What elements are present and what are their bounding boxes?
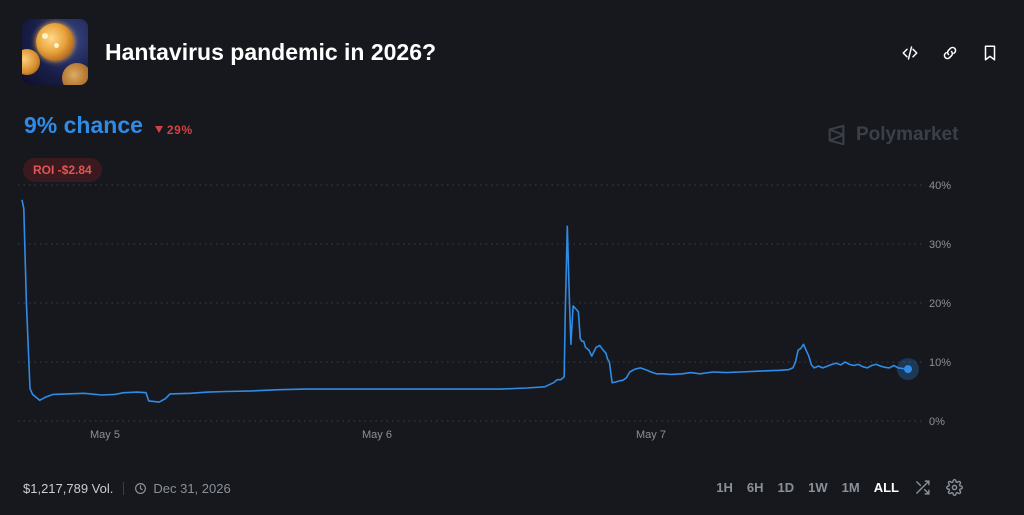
- odds-row: 9% chance 29%: [24, 112, 193, 139]
- time-range-selector: 1H 6H 1D 1W 1M ALL: [716, 478, 963, 496]
- roi-badge: ROI -$2.84: [23, 158, 102, 182]
- link-icon[interactable]: [938, 41, 962, 65]
- range-all[interactable]: ALL: [873, 479, 899, 495]
- change-value: 29%: [166, 122, 193, 137]
- price-chart[interactable]: 40% 30% 20% 10% 0% May 5 May 6 May 7: [0, 170, 1024, 445]
- end-date-text: Dec 31, 2026: [153, 480, 231, 496]
- y-tick-label: 40%: [929, 180, 951, 192]
- divider: [123, 481, 125, 495]
- virus-image: [22, 19, 88, 85]
- market-footer: $1,217,789 Vol. Dec 31, 2026 1H 6H 1D 1W…: [23, 478, 963, 498]
- watermark-text: Polymarket: [856, 124, 959, 145]
- bookmark-icon[interactable]: [978, 41, 1002, 65]
- range-1d[interactable]: 1D: [777, 479, 795, 495]
- header-actions: [898, 41, 1002, 65]
- y-tick-label: 0%: [929, 416, 945, 428]
- y-tick-label: 10%: [929, 357, 951, 369]
- range-1h[interactable]: 1H: [716, 479, 733, 495]
- polymarket-watermark: Polymarket: [826, 124, 958, 146]
- volume: $1,217,789 Vol.: [23, 480, 114, 496]
- range-1m[interactable]: 1M: [841, 479, 860, 495]
- range-1w[interactable]: 1W: [808, 479, 828, 495]
- chance-value: 9% chance: [24, 112, 143, 138]
- market-header: Hantavirus pandemic in 2026?: [22, 19, 1002, 85]
- range-6h[interactable]: 6H: [746, 479, 764, 495]
- series-line: [21, 199, 909, 403]
- change-badge: 29%: [154, 122, 193, 137]
- current-point: [904, 365, 912, 374]
- clock-icon: [135, 482, 147, 494]
- y-tick-label: 30%: [929, 239, 951, 251]
- y-tick-label: 20%: [929, 298, 951, 310]
- embed-icon[interactable]: [898, 41, 922, 65]
- polymarket-logo-icon: [828, 124, 845, 146]
- x-tick-label: May 5: [90, 429, 120, 441]
- x-tick-label: May 7: [636, 429, 666, 441]
- settings-gear-icon[interactable]: [945, 478, 963, 496]
- x-tick-label: May 6: [362, 429, 392, 441]
- market-title: Hantavirus pandemic in 2026?: [105, 39, 437, 65]
- triangle-down-icon: [154, 126, 163, 133]
- end-date: Dec 31, 2026: [134, 480, 231, 496]
- shuffle-icon[interactable]: [913, 478, 931, 496]
